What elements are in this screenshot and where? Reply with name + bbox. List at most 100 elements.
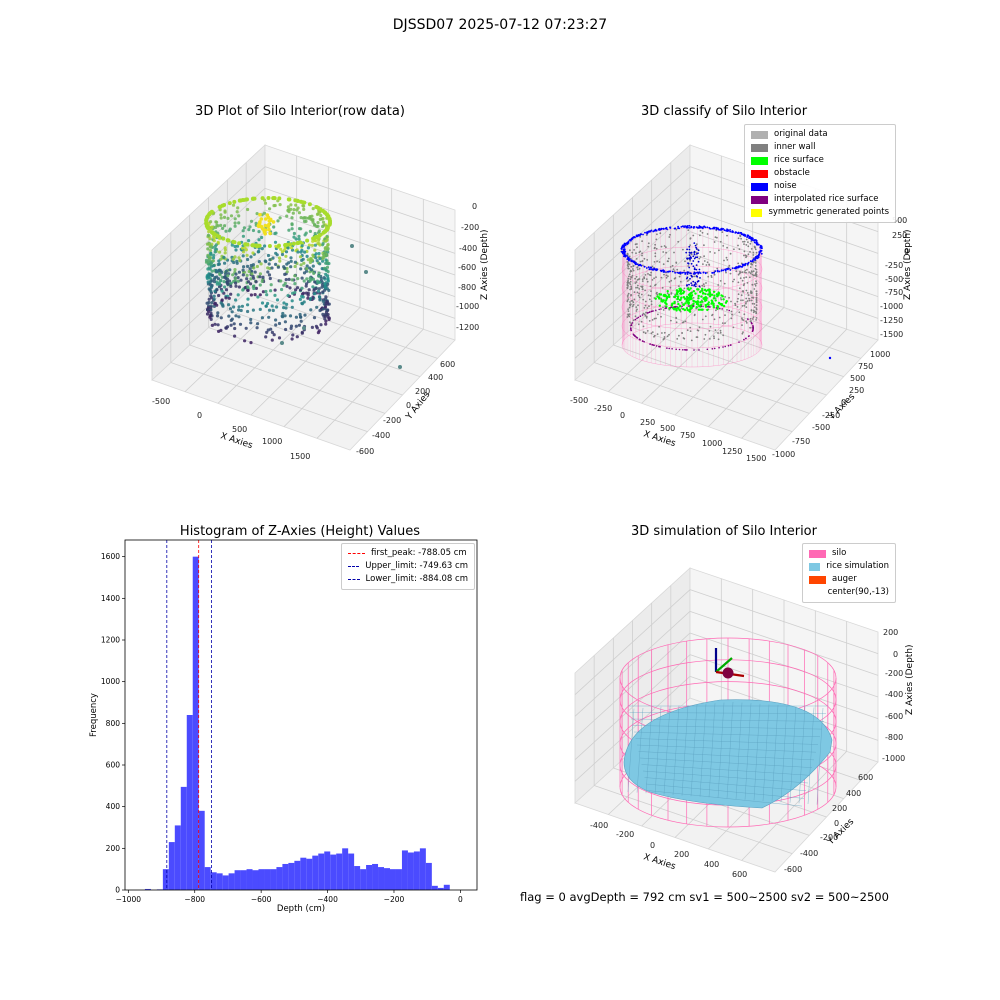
inner-wall-point xyxy=(647,294,650,297)
raw-data-point xyxy=(236,276,240,280)
raw-data-point xyxy=(219,216,223,220)
rice-surface-point xyxy=(675,289,679,292)
raw-data-point xyxy=(250,269,254,273)
raw-data-point xyxy=(259,262,263,266)
noise-point xyxy=(757,256,760,259)
inner-wall-point xyxy=(635,258,638,260)
raw-data-point xyxy=(234,284,238,288)
raw-data-point xyxy=(251,243,256,248)
raw-data-point xyxy=(325,248,330,252)
outlier-point xyxy=(350,244,354,248)
raw-data-point xyxy=(209,262,213,267)
auger-marker xyxy=(714,648,745,679)
noise-point xyxy=(693,242,696,245)
raw-data-point xyxy=(213,247,217,251)
rice-mesh-line xyxy=(663,706,671,795)
raw-data-point xyxy=(305,267,309,271)
raw-data-point xyxy=(263,228,268,232)
raw-data-point xyxy=(308,279,312,283)
inner-wall-point xyxy=(745,301,747,303)
interpolated-point xyxy=(707,306,710,308)
raw-data-point xyxy=(230,317,234,321)
raw-data-point xyxy=(225,280,229,285)
raw-data-point xyxy=(317,271,321,275)
noise-point xyxy=(715,226,717,229)
inner-wall-point xyxy=(636,243,638,245)
inner-wall-point xyxy=(753,288,756,290)
raw-data-point xyxy=(301,257,305,261)
raw-data-point xyxy=(259,225,264,229)
y-tick-label: 1000 xyxy=(101,677,120,686)
raw-data-point xyxy=(207,256,211,260)
noise-point xyxy=(696,256,699,259)
inner-wall-point xyxy=(644,304,647,307)
raw-data-point xyxy=(285,302,289,306)
p2-ytick: 1000 xyxy=(870,350,890,359)
legend-item: original data xyxy=(751,128,889,141)
inner-wall-point xyxy=(717,338,720,341)
inner-wall-point xyxy=(752,270,755,273)
rice-mesh-line xyxy=(644,777,807,791)
raw-data-point xyxy=(298,312,302,317)
inner-wall-point xyxy=(754,265,757,267)
inner-wall-point xyxy=(717,332,719,334)
hist-xlabel: Depth (cm) xyxy=(277,904,325,914)
raw-data-point xyxy=(307,216,311,220)
inner-wall-point xyxy=(755,251,758,254)
raw-data-point xyxy=(237,285,241,289)
noise-point xyxy=(760,247,763,250)
inner-wall-point xyxy=(746,282,749,284)
raw-data-point xyxy=(277,243,281,248)
inner-wall-point xyxy=(745,289,748,292)
inner-wall-point xyxy=(628,273,631,276)
raw-data-point xyxy=(289,259,293,263)
raw-data-point xyxy=(301,204,305,208)
raw-data-point xyxy=(325,212,330,217)
inner-wall-point xyxy=(630,285,633,288)
histogram-bar xyxy=(174,825,181,890)
raw-data-point xyxy=(267,315,271,319)
raw-data-point xyxy=(317,274,321,278)
noise-point xyxy=(738,266,740,269)
noise-point xyxy=(674,271,676,274)
inner-wall-point xyxy=(656,233,658,236)
raw-data-point xyxy=(307,202,312,207)
raw-data-point xyxy=(246,309,250,314)
raw-data-point xyxy=(303,216,307,220)
p1-ytick: -200 xyxy=(383,416,401,425)
interpolated-point xyxy=(727,344,730,347)
noise-point xyxy=(725,229,728,232)
inner-wall-point xyxy=(683,287,686,290)
noise-point xyxy=(655,268,657,270)
inner-wall-point xyxy=(626,264,629,267)
noise-point xyxy=(693,284,695,287)
noise-point xyxy=(654,229,656,232)
inner-wall-point xyxy=(709,251,711,253)
inner-wall-point xyxy=(745,306,748,308)
raw-data-point xyxy=(223,209,227,213)
inner-wall-point xyxy=(632,319,635,322)
inner-wall-point xyxy=(716,236,718,239)
noise-point xyxy=(711,272,714,274)
inner-wall-point xyxy=(749,251,751,253)
raw-data-point xyxy=(210,273,215,277)
raw-data-point xyxy=(261,290,265,294)
raw-data-point xyxy=(293,264,297,269)
noise-point xyxy=(630,238,633,241)
inner-wall-point xyxy=(671,264,674,267)
histogram-bar xyxy=(431,885,438,890)
panel2-title: 3D classify of Silo Interior xyxy=(640,104,808,119)
raw-data-point xyxy=(243,197,248,202)
rice-mesh-line xyxy=(638,751,815,761)
inner-wall-point xyxy=(631,251,634,254)
histogram-bar xyxy=(168,842,175,890)
inner-wall-point xyxy=(626,299,629,302)
raw-data-point xyxy=(274,262,278,266)
raw-data-point xyxy=(245,242,250,247)
inner-wall-point xyxy=(683,337,686,340)
inner-wall-point xyxy=(753,303,756,305)
rice-mesh-line xyxy=(672,705,680,796)
inner-wall-point xyxy=(653,334,656,337)
noise-point xyxy=(652,230,655,233)
inner-wall-point xyxy=(743,271,746,273)
